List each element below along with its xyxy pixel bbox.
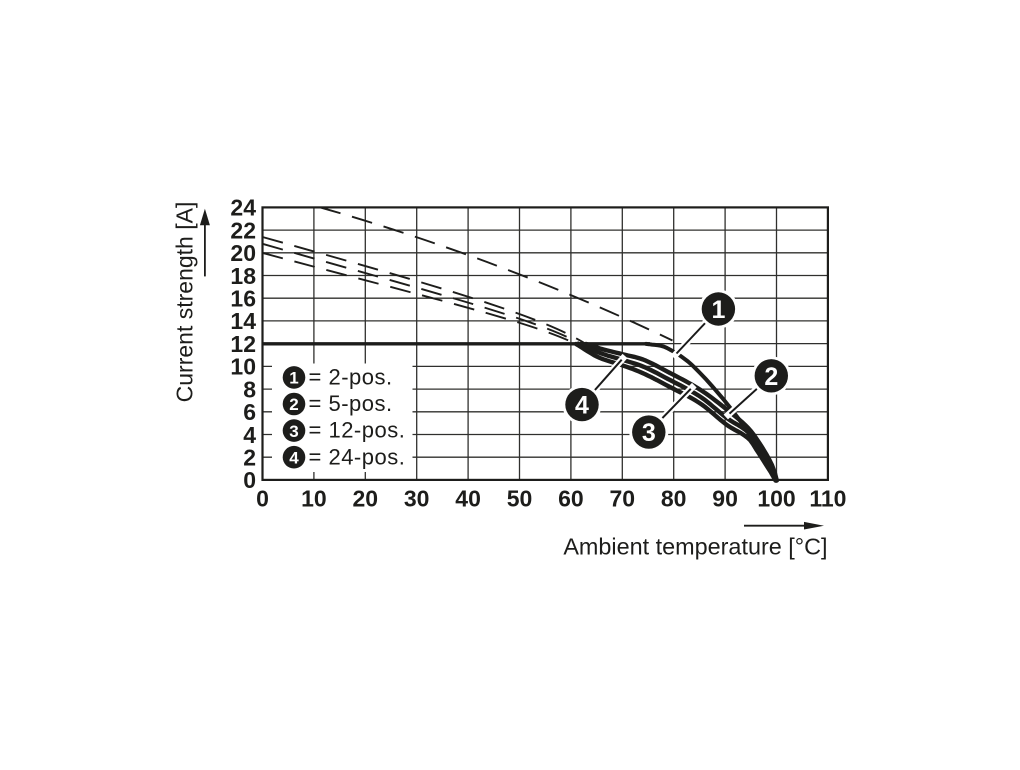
svg-text:4: 4	[575, 392, 589, 420]
svg-text:0: 0	[256, 486, 269, 512]
svg-text:100: 100	[757, 486, 795, 512]
svg-text:= 2-pos.: = 2-pos.	[309, 365, 393, 390]
svg-text:20: 20	[353, 486, 379, 512]
svg-text:110: 110	[809, 486, 846, 512]
svg-text:2: 2	[289, 395, 298, 414]
svg-text:= 12-pos.: = 12-pos.	[309, 418, 406, 443]
svg-text:= 5-pos.: = 5-pos.	[309, 391, 393, 416]
svg-text:80: 80	[661, 486, 687, 512]
svg-text:70: 70	[610, 486, 636, 512]
svg-text:3: 3	[289, 422, 298, 441]
svg-text:50: 50	[507, 486, 533, 512]
svg-text:= 24-pos.: = 24-pos.	[309, 444, 406, 469]
svg-text:30: 30	[404, 486, 430, 512]
svg-text:1: 1	[289, 369, 298, 388]
svg-text:Ambient temperature [°C]: Ambient temperature [°C]	[563, 534, 827, 560]
svg-text:0: 0	[243, 467, 256, 493]
svg-text:10: 10	[301, 486, 327, 512]
svg-text:1: 1	[711, 296, 725, 324]
svg-text:40: 40	[455, 486, 481, 512]
svg-text:90: 90	[712, 486, 738, 512]
svg-text:Current strength [A]: Current strength [A]	[172, 202, 198, 403]
svg-text:60: 60	[558, 486, 584, 512]
svg-text:2: 2	[764, 363, 778, 391]
svg-text:4: 4	[289, 448, 299, 467]
svg-text:3: 3	[642, 419, 656, 447]
